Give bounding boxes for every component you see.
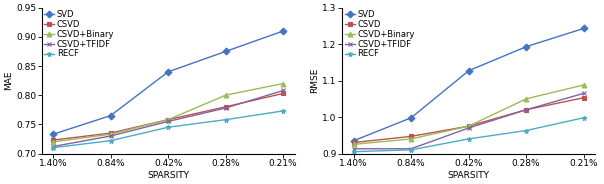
- CSVD: [522, 109, 530, 111]
- CSVD+TFIDF: [465, 127, 472, 129]
- CSVD+TFIDF: [580, 92, 587, 94]
- Line: SVD: SVD: [51, 29, 286, 137]
- SVD: [107, 114, 114, 117]
- Legend: SVD, CSVD, CSVD+Binary, CSVD+TFIDF, RECF: SVD, CSVD, CSVD+Binary, CSVD+TFIDF, RECF: [344, 9, 416, 59]
- CSVD+TFIDF: [408, 148, 415, 150]
- CSVD+TFIDF: [522, 109, 530, 111]
- CSVD+Binary: [50, 141, 57, 143]
- Line: CSVD+Binary: CSVD+Binary: [351, 83, 586, 147]
- RECF: [408, 149, 415, 151]
- X-axis label: SPARSITY: SPARSITY: [448, 171, 490, 180]
- CSVD+TFIDF: [280, 89, 287, 92]
- Y-axis label: RMSE: RMSE: [310, 68, 320, 93]
- Line: SVD: SVD: [351, 26, 586, 143]
- Line: CSVD: CSVD: [51, 91, 286, 143]
- CSVD+TFIDF: [222, 107, 230, 109]
- RECF: [350, 151, 357, 153]
- CSVD: [50, 139, 57, 141]
- CSVD+Binary: [164, 118, 172, 121]
- CSVD: [465, 125, 472, 127]
- RECF: [164, 126, 172, 128]
- CSVD+Binary: [580, 84, 587, 86]
- CSVD+Binary: [280, 82, 287, 85]
- SVD: [50, 133, 57, 135]
- CSVD: [164, 118, 172, 121]
- Legend: SVD, CSVD, CSVD+Binary, CSVD+TFIDF, RECF: SVD, CSVD, CSVD+Binary, CSVD+TFIDF, RECF: [43, 9, 115, 59]
- SVD: [580, 27, 587, 30]
- Line: RECF: RECF: [351, 115, 586, 154]
- Line: CSVD+TFIDF: CSVD+TFIDF: [351, 91, 586, 151]
- RECF: [465, 138, 472, 140]
- SVD: [408, 117, 415, 119]
- Line: RECF: RECF: [51, 109, 286, 150]
- Y-axis label: MAE: MAE: [4, 71, 13, 90]
- CSVD+Binary: [222, 94, 230, 96]
- RECF: [222, 118, 230, 121]
- CSVD: [107, 132, 114, 134]
- CSVD+TFIDF: [107, 135, 114, 137]
- CSVD: [280, 92, 287, 95]
- CSVD+Binary: [107, 133, 114, 135]
- SVD: [222, 50, 230, 52]
- CSVD+TFIDF: [164, 120, 172, 123]
- RECF: [280, 110, 287, 112]
- RECF: [522, 129, 530, 132]
- SVD: [280, 30, 287, 32]
- Line: CSVD+Binary: CSVD+Binary: [51, 81, 286, 144]
- RECF: [107, 139, 114, 142]
- CSVD+Binary: [408, 138, 415, 140]
- Line: CSVD: CSVD: [351, 95, 586, 145]
- SVD: [164, 71, 172, 73]
- CSVD: [408, 135, 415, 137]
- CSVD: [580, 97, 587, 99]
- CSVD+Binary: [465, 125, 472, 127]
- Line: CSVD+TFIDF: CSVD+TFIDF: [51, 88, 286, 149]
- RECF: [50, 147, 57, 149]
- SVD: [465, 70, 472, 72]
- SVD: [350, 140, 357, 142]
- CSVD: [222, 106, 230, 108]
- RECF: [580, 117, 587, 119]
- X-axis label: SPARSITY: SPARSITY: [147, 171, 189, 180]
- CSVD+Binary: [522, 98, 530, 100]
- CSVD+Binary: [350, 143, 357, 146]
- SVD: [522, 46, 530, 48]
- CSVD+TFIDF: [350, 148, 357, 150]
- CSVD+TFIDF: [50, 145, 57, 148]
- CSVD: [350, 141, 357, 144]
